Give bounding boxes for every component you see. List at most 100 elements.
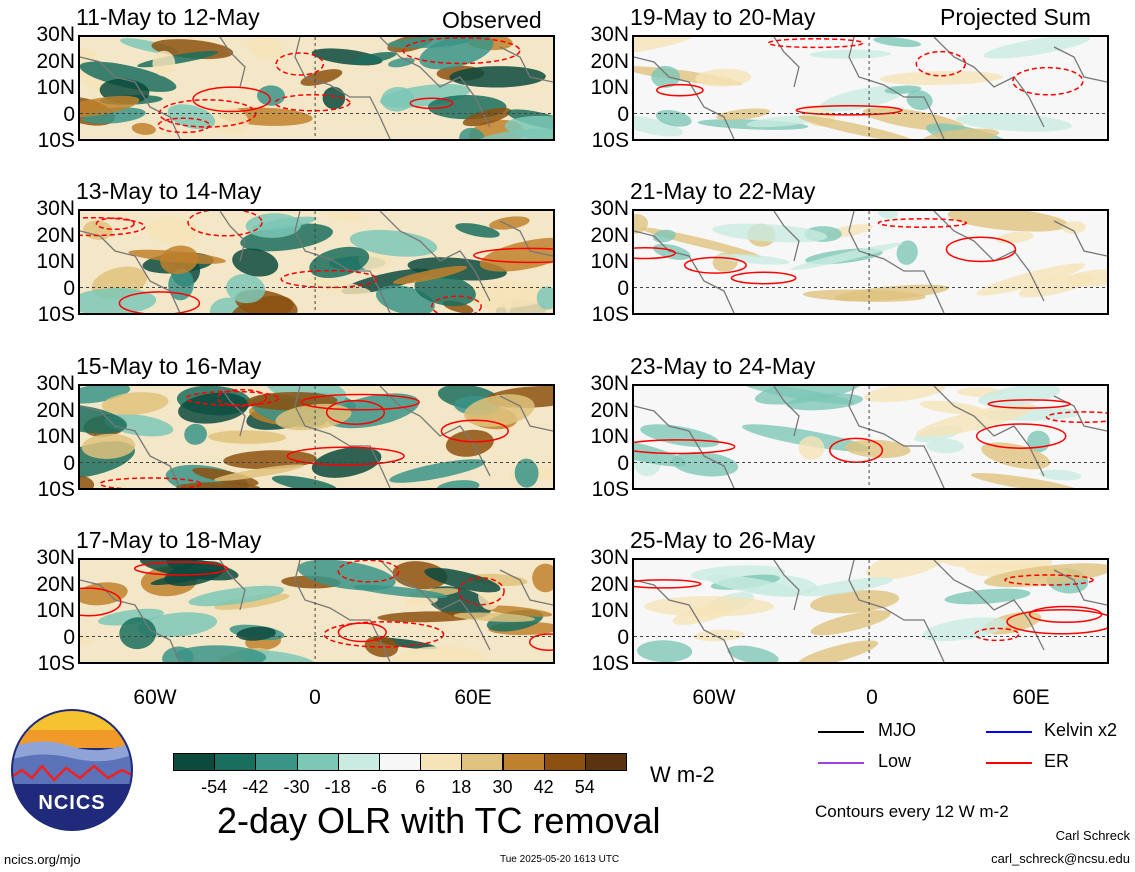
lon-tick-right-60w: 60W xyxy=(692,686,736,709)
lat-tick: 0 xyxy=(63,451,75,475)
legend-label-er: ER xyxy=(1044,751,1070,771)
colorbar-tick: -6 xyxy=(370,777,387,797)
olr-map-panel xyxy=(632,558,1109,664)
lat-tick: 20N xyxy=(36,398,75,422)
colorbar-swatch xyxy=(584,753,627,771)
colorbar-tick: 18 xyxy=(451,777,472,797)
contour-note: Contours every 12 W m-2 xyxy=(815,802,1009,821)
colorbar-tick: -30 xyxy=(283,777,310,797)
lon-tick-right-60e: 60E xyxy=(1012,686,1050,709)
colorbar-tick: -18 xyxy=(324,777,351,797)
logo-text: NCICS xyxy=(38,792,106,814)
panel-title: 21-May to 22-May xyxy=(630,178,816,204)
colorbar-swatch xyxy=(543,753,586,771)
lat-tick: 30N xyxy=(36,197,75,220)
panel-title: 13-May to 14-May xyxy=(76,178,262,204)
colorbar-swatch xyxy=(502,753,545,771)
panel-title: 17-May to 18-May xyxy=(76,527,262,553)
lat-tick: 20N xyxy=(590,398,629,422)
lat-tick: 0 xyxy=(63,276,75,300)
legend-label-low: Low xyxy=(878,751,912,771)
lat-tick: 20N xyxy=(590,572,629,596)
lon-tick-left-60w: 60W xyxy=(133,686,177,709)
lat-tick: 0 xyxy=(617,625,629,649)
lon-tick-right-0: 0 xyxy=(866,686,878,709)
colorbar-swatch xyxy=(214,753,257,771)
lat-tick: 20N xyxy=(590,223,629,247)
colorbar-swatch xyxy=(173,753,216,771)
olr-map-panel xyxy=(78,209,555,315)
contour-legend: MJO Kelvin x2 Low ER xyxy=(815,720,1130,780)
lat-tick: 10N xyxy=(590,250,629,273)
main-title: 2-day OLR with TC removal xyxy=(217,800,661,841)
lat-tick: 10N xyxy=(36,250,75,273)
panel-title: 11-May to 12-May xyxy=(76,4,260,30)
colorbar-swatch xyxy=(461,753,504,771)
lat-tick: 10S xyxy=(591,652,629,675)
lat-tick: 20N xyxy=(36,49,75,73)
olr-map-panel xyxy=(632,384,1109,490)
colorbar-tick: 42 xyxy=(533,777,554,797)
olr-map-panel xyxy=(632,35,1109,141)
lat-tick: 0 xyxy=(617,102,629,126)
lat-tick: 0 xyxy=(63,102,75,126)
footer-author: Carl Schreck xyxy=(1055,828,1130,843)
panel-title: 25-May to 26-May xyxy=(630,527,816,553)
colorbar-tick: 6 xyxy=(415,777,426,797)
colorbar-tick: 30 xyxy=(492,777,513,797)
lat-tick: 20N xyxy=(590,49,629,73)
lat-tick: 10S xyxy=(37,303,75,326)
lat-tick: 30N xyxy=(36,23,75,46)
olr-map-panel xyxy=(78,384,555,490)
observed-label: Observed xyxy=(442,7,542,33)
lat-tick: 10S xyxy=(591,478,629,501)
lat-tick: 30N xyxy=(590,23,629,46)
lat-tick: 10S xyxy=(37,129,75,152)
lat-tick: 20N xyxy=(36,572,75,596)
lat-tick: 10N xyxy=(36,425,75,448)
lat-tick: 10S xyxy=(591,129,629,152)
lat-tick: 10S xyxy=(37,478,75,501)
lon-tick-left-0: 0 xyxy=(309,686,321,709)
panel-title: 15-May to 16-May xyxy=(76,353,262,379)
lat-tick: 10N xyxy=(590,76,629,99)
olr-map-panel xyxy=(78,558,555,664)
colorbar-swatch xyxy=(378,753,422,771)
lat-tick: 10N xyxy=(590,599,629,622)
legend-label-kelvin: Kelvin x2 xyxy=(1044,720,1118,740)
lat-tick: 0 xyxy=(617,276,629,300)
projected-sum-label: Projected Sum xyxy=(940,4,1091,30)
lat-tick: 20N xyxy=(36,223,75,247)
colorbar-tick: -54 xyxy=(201,777,228,797)
lat-tick: 30N xyxy=(590,546,629,569)
panel-title: 23-May to 24-May xyxy=(630,353,816,379)
colorbar-tick: 54 xyxy=(574,777,595,797)
colorbar-swatch xyxy=(255,753,298,771)
ncics-logo: NCICS xyxy=(10,708,134,832)
legend-line-er xyxy=(986,762,1032,764)
lat-tick: 10S xyxy=(37,652,75,675)
legend-line-kelvin xyxy=(986,731,1032,733)
lon-tick-left-60e: 60E xyxy=(454,686,492,709)
colorbar-swatch xyxy=(296,753,339,771)
olr-map-panel xyxy=(632,209,1109,315)
lat-tick: 30N xyxy=(590,372,629,395)
lat-tick: 10N xyxy=(36,599,75,622)
footer-email: carl_schreck@ncsu.edu xyxy=(991,851,1130,866)
colorbar-swatch xyxy=(420,753,463,771)
legend-label-mjo: MJO xyxy=(878,720,916,740)
lat-tick: 10N xyxy=(36,76,75,99)
lat-tick: 30N xyxy=(590,197,629,220)
legend-line-low xyxy=(818,762,864,764)
legend-line-mjo xyxy=(818,731,864,733)
lat-tick: 0 xyxy=(617,451,629,475)
footer-timestamp: Tue 2025-05-20 1613 UTC xyxy=(500,854,620,865)
panel-title: 19-May to 20-May xyxy=(630,4,816,30)
lat-tick: 0 xyxy=(63,625,75,649)
lat-tick: 10N xyxy=(590,425,629,448)
lat-tick: 10S xyxy=(591,303,629,326)
colorbar: -54 -42 -30 -18 -6 6 18 30 42 54 xyxy=(173,753,627,803)
colorbar-tick: -42 xyxy=(242,777,269,797)
lat-tick: 30N xyxy=(36,372,75,395)
footer-url: ncics.org/mjo xyxy=(4,852,81,867)
